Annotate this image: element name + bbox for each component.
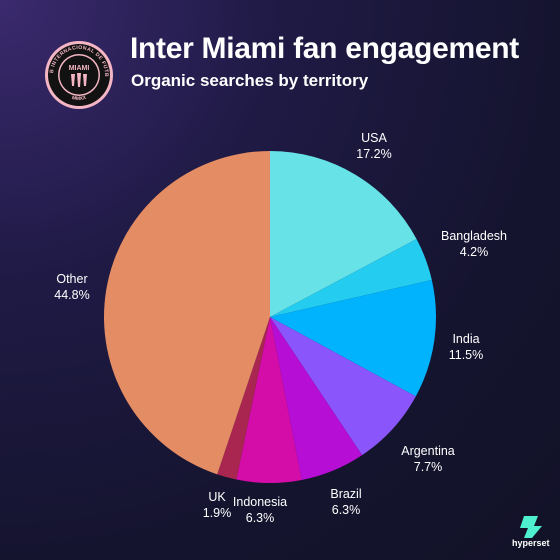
slice-value-india: 11.5% (449, 348, 484, 362)
slice-label-bangladesh: Bangladesh (441, 229, 507, 243)
slice-value-indonesia: 6.3% (246, 511, 275, 525)
slice-value-usa: 17.2% (356, 147, 391, 161)
pie-slice-usa (270, 151, 417, 317)
pie-slice-india (270, 279, 436, 397)
hyperset-logo-icon (520, 516, 542, 538)
inter-miami-crest-icon: CLUB INTERNACIONAL DE FÚTBOL MMXX MIAMI (44, 40, 113, 109)
slice-value-uk: 1.9% (203, 506, 232, 520)
slice-label-brazil: Brazil (330, 487, 361, 501)
slice-label-argentina: Argentina (401, 444, 455, 458)
brand-name: hyperset (512, 538, 550, 548)
slice-label-other: Other (56, 272, 87, 286)
pie-slice-indonesia (236, 317, 302, 484)
logo-bottom-text: MMXX (71, 95, 87, 102)
slice-value-bangladesh: 4.2% (460, 245, 489, 259)
slice-value-other: 44.8% (54, 288, 89, 302)
svg-text:MMXX: MMXX (71, 95, 87, 102)
slice-value-argentina: 7.7% (414, 460, 443, 474)
pie-slice-bangladesh (270, 239, 432, 317)
slice-label-indonesia: Indonesia (233, 495, 287, 509)
pie-slice-other (103, 150, 270, 475)
pie-slice-argentina (270, 317, 416, 456)
slice-label-usa: USA (361, 131, 387, 145)
slice-label-uk: UK (208, 490, 226, 504)
slice-value-brazil: 6.3% (332, 503, 361, 517)
pie-slice-uk (217, 317, 270, 480)
pie-slice-brazil (270, 317, 363, 480)
chart-title: Inter Miami fan engagement (130, 32, 519, 65)
slice-label-india: India (452, 332, 479, 346)
logo-center-text: MIAMI (69, 65, 90, 72)
chart-subtitle: Organic searches by territory (131, 71, 369, 90)
